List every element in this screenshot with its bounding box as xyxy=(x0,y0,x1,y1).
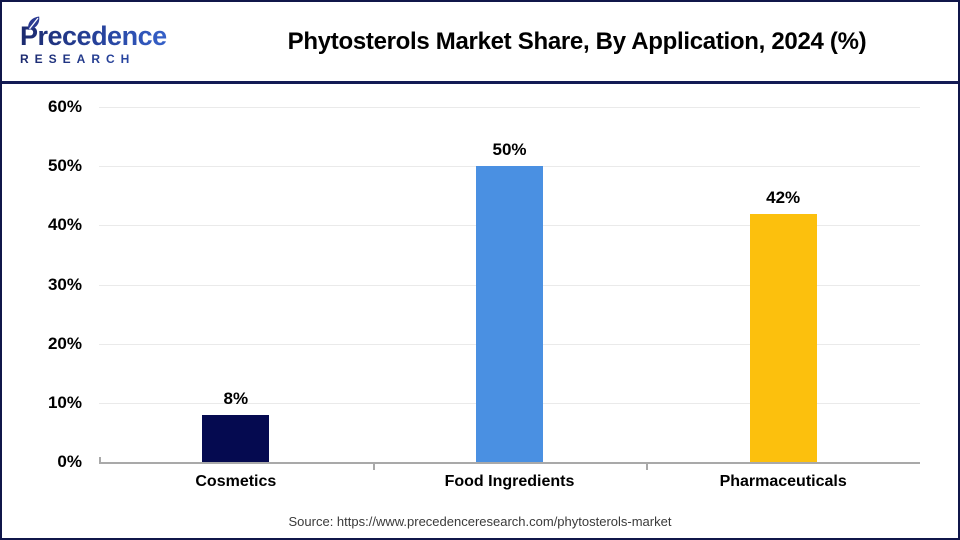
bar-value-label-pharmaceuticals: 42% xyxy=(766,187,801,207)
y-axis-tick-label: 40% xyxy=(47,215,82,235)
leaf-icon xyxy=(28,16,40,30)
bar-value-label-cosmetics: 8% xyxy=(223,388,249,408)
x-axis-label-food-ingredients: Food Ingredients xyxy=(444,473,575,490)
x-axis-line xyxy=(99,462,920,464)
y-axis-tick-label: 30% xyxy=(47,274,82,294)
bar-pharmaceuticals xyxy=(749,213,817,462)
y-axis-tick-label: 20% xyxy=(47,333,82,353)
x-axis-label-cosmetics: Cosmetics xyxy=(195,473,277,490)
page-title: Phytosterols Market Share, By Applicatio… xyxy=(287,27,867,55)
precedence-research-logo: Precedence RESEARCH xyxy=(20,16,210,65)
logo-name: Precedence xyxy=(20,20,167,51)
x-axis-tick xyxy=(99,457,101,462)
x-axis-tick xyxy=(646,464,649,470)
bar-value-label-food-ingredients: 50% xyxy=(492,140,527,160)
logo-subname: RESEARCH xyxy=(20,53,210,65)
header-divider xyxy=(2,81,958,84)
gridline-60 xyxy=(99,107,920,108)
header: Precedence RESEARCH Phytosterols Market … xyxy=(2,2,958,81)
y-axis-tick-label: 50% xyxy=(47,156,82,176)
x-axis-label-pharmaceuticals: Pharmaceuticals xyxy=(719,473,847,490)
bar-chart: Source: https://www.precedenceresearch.c… xyxy=(2,84,958,538)
bar-food-ingredients xyxy=(476,166,543,462)
logo-wordmark: Precedence xyxy=(20,16,210,51)
source-text: Source: https://www.precedenceresearch.c… xyxy=(288,514,672,529)
x-axis-tick xyxy=(372,464,375,470)
y-axis-tick-label: 0% xyxy=(57,452,82,471)
y-axis-tick-label: 60% xyxy=(47,97,82,116)
y-axis-tick-label: 10% xyxy=(47,392,82,412)
bar-cosmetics xyxy=(202,414,270,462)
